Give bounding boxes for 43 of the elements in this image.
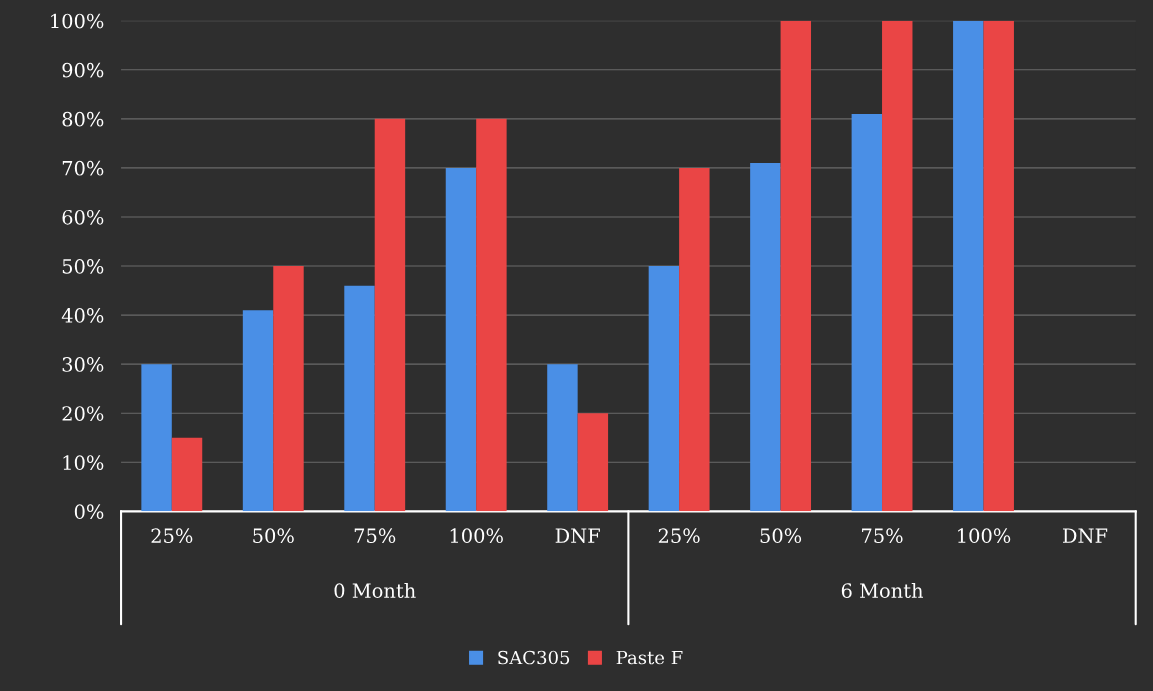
- bar: [141, 364, 172, 512]
- bar: [953, 20, 984, 512]
- legend-label: SAC305: [498, 650, 570, 665]
- bar: [882, 20, 913, 512]
- x-tick-label: 25%: [151, 528, 193, 544]
- legend-label: Paste F: [616, 650, 683, 665]
- bar: [648, 266, 680, 512]
- bar: [851, 113, 883, 512]
- text: 0 Month: [334, 582, 416, 598]
- y-tick-label: 0%: [74, 504, 104, 519]
- bar: [445, 167, 477, 512]
- text: 6 Month: [841, 582, 924, 598]
- x-tick-label: 100%: [958, 528, 1011, 544]
- y-tick-label: 100%: [51, 13, 104, 29]
- bar: [171, 437, 203, 512]
- bar: [547, 364, 578, 512]
- x-tick-label: DNF: [555, 528, 600, 544]
- x-tick-label: 50%: [760, 528, 802, 544]
- bar: [344, 285, 375, 512]
- y-tick-label: 10%: [63, 455, 104, 470]
- y-tick-label: 20%: [62, 406, 104, 421]
- bar: [273, 266, 304, 512]
- x-tick-label: 100%: [450, 528, 503, 544]
- bar: [780, 20, 812, 512]
- bar: [476, 118, 507, 512]
- bar: [374, 118, 406, 512]
- bar: [577, 413, 609, 512]
- bar: [750, 163, 781, 512]
- y-tick-label: 40%: [61, 308, 104, 323]
- bar: [679, 167, 710, 512]
- y-tick-label: 90%: [62, 62, 104, 78]
- x-tick-label: 75%: [354, 528, 396, 544]
- x-tick-label: 75%: [862, 528, 903, 544]
- y-tick-label: 70%: [62, 160, 104, 176]
- y-tick-label: 60%: [62, 209, 104, 225]
- y-tick-label: 30%: [62, 357, 104, 372]
- x-tick-label: 25%: [658, 528, 700, 544]
- bar: [983, 20, 1014, 512]
- x-tick-label: 50%: [253, 528, 294, 544]
- y-tick-label: 80%: [62, 111, 104, 127]
- y-tick-label: 50%: [62, 258, 104, 274]
- x-tick-label: DNF: [1063, 528, 1108, 544]
- bar: [242, 310, 274, 512]
